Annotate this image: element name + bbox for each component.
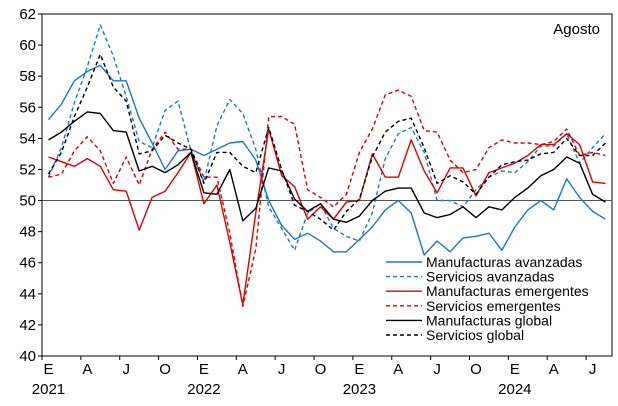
x-month-label: E xyxy=(199,361,209,378)
y-tick-label: 62 xyxy=(19,6,36,23)
y-tick-label: 58 xyxy=(19,68,36,85)
x-year-label: 2022 xyxy=(187,381,220,398)
y-tick-label: 42 xyxy=(19,317,36,334)
x-month-label: E xyxy=(43,361,53,378)
y-tick-label: 54 xyxy=(19,130,36,147)
legend-label-6: Servicios global xyxy=(426,327,524,343)
plot-border xyxy=(41,13,613,357)
x-month-label: E xyxy=(510,361,520,378)
x-month-label: O xyxy=(159,361,171,378)
x-month-label: A xyxy=(549,361,559,378)
x-month-label: O xyxy=(470,361,482,378)
legend-label-2: Servicios avanzadas xyxy=(426,269,554,285)
x-month-label: A xyxy=(82,361,92,378)
plot-frame xyxy=(41,13,613,357)
x-axis: E A J O E A J O E A J O E A J 2021 2022 2023 2024 xyxy=(32,356,597,398)
x-month-label: J xyxy=(433,361,441,378)
y-tick-label: 60 xyxy=(19,37,36,54)
y-tick-label: 52 xyxy=(19,161,36,178)
series-layer xyxy=(47,24,607,307)
x-year-label: 2021 xyxy=(32,381,65,398)
x-month-label: E xyxy=(354,361,364,378)
x-month-label: J xyxy=(122,361,130,378)
x-year-label: 2023 xyxy=(343,381,376,398)
series-line-5 xyxy=(48,111,606,224)
legend-label-3: Manufacturas emergentes xyxy=(426,283,589,299)
y-tick-label: 48 xyxy=(19,224,36,241)
y-tick-label: 50 xyxy=(19,193,36,210)
y-tick-label: 40 xyxy=(19,348,36,365)
y-tick-label: 44 xyxy=(19,286,36,303)
legend-label-1: Manufacturas avanzadas xyxy=(426,254,582,270)
y-tick-label: 46 xyxy=(19,255,36,272)
legend-label-4: Servicios emergentes xyxy=(426,298,561,314)
x-year-label: 2024 xyxy=(498,381,531,398)
series-line-6 xyxy=(47,53,606,231)
x-month-label: J xyxy=(589,361,597,378)
legend-label-5: Manufacturas global xyxy=(426,312,552,328)
series-line-4 xyxy=(48,89,606,307)
y-tick-label: 56 xyxy=(19,99,36,116)
series-line-1 xyxy=(47,64,606,256)
x-month-label: A xyxy=(238,361,248,378)
y-axis: 40 42 44 46 48 50 52 54 56 58 60 62 xyxy=(19,6,42,365)
x-month-label: A xyxy=(393,361,403,378)
series-line-3 xyxy=(48,128,606,306)
x-month-label: J xyxy=(278,361,286,378)
x-month-label: O xyxy=(315,361,327,378)
chart-annotation: Agosto xyxy=(553,21,600,38)
